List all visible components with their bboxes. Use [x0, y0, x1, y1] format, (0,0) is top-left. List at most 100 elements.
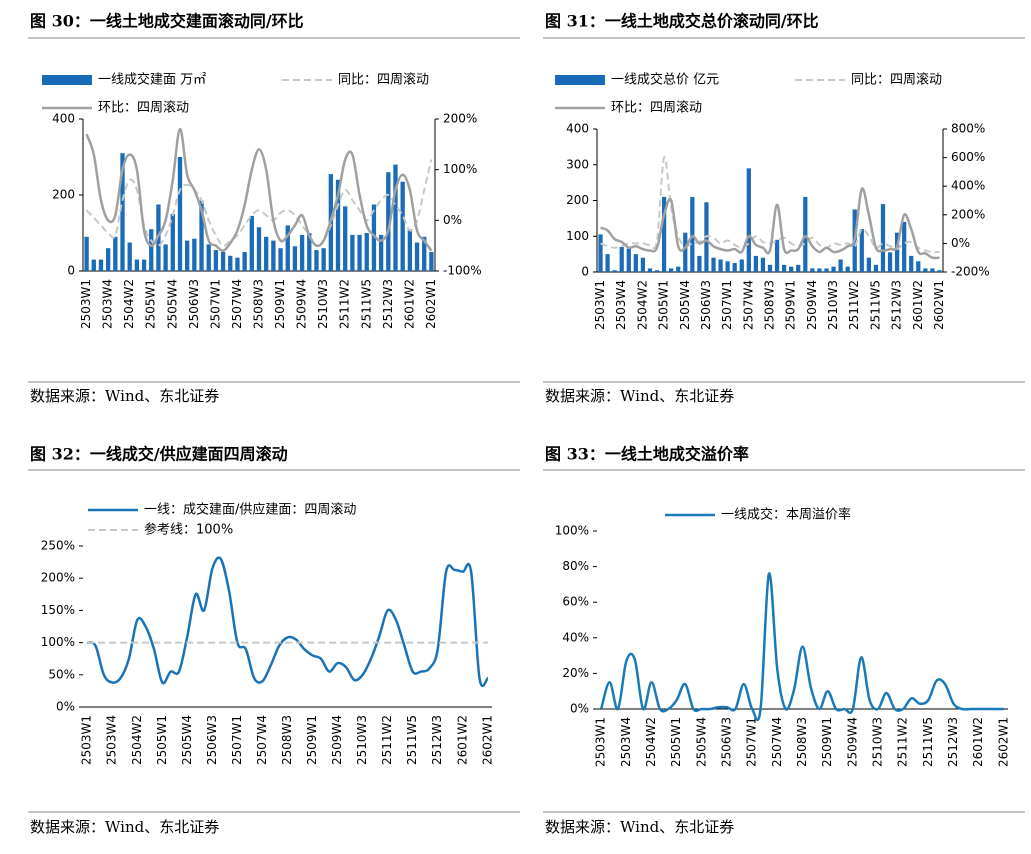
x-tick-label: 2504W2	[635, 280, 649, 330]
x-tick-label: 2509W4	[295, 279, 309, 329]
bar	[256, 227, 262, 271]
bar	[321, 248, 326, 271]
bar	[909, 255, 914, 272]
y-tick-label: 150%	[41, 603, 75, 617]
x-tick-label: 2505W4	[180, 715, 194, 765]
bar	[393, 164, 398, 271]
bar	[285, 225, 290, 271]
y-tick-label: 100%	[41, 635, 75, 649]
bar	[746, 168, 751, 272]
y2-tick-label: 200%	[951, 207, 985, 221]
x-tick-label: 2505W1	[144, 279, 158, 329]
source-note: 数据来源：Wind、东北证券	[30, 818, 219, 836]
x-tick-label: 2505W1	[657, 280, 671, 330]
y2-tick-label: -100%	[443, 264, 482, 278]
y-tick-label: 200%	[41, 571, 75, 585]
bar	[683, 232, 688, 272]
legend-label: 环比：四周滚动	[611, 100, 702, 116]
x-tick-label: 2507W1	[230, 715, 244, 765]
x-tick-label: 2506W3	[187, 279, 201, 329]
bar	[753, 255, 758, 272]
bar	[619, 246, 624, 272]
x-tick-label: 2510W3	[355, 715, 369, 765]
chart-title: 图 31：一线土地成交总价滚动同/环比	[545, 12, 819, 31]
x-tick-label: 2511W5	[868, 280, 882, 330]
bar	[866, 257, 871, 272]
bar	[127, 242, 132, 271]
chart-title: 图 32：一线成交/供应建面四周滚动	[30, 445, 288, 464]
x-tick-label: 2503W4	[614, 280, 628, 330]
legend-swatch	[42, 75, 92, 85]
y-tick-label: 400	[566, 122, 589, 136]
x-tick-label: 2510W3	[826, 280, 840, 330]
bar	[732, 263, 737, 272]
bar	[199, 200, 204, 271]
x-tick-label: 2506W3	[205, 715, 219, 765]
bar	[141, 259, 147, 271]
y-tick-label: 0%	[570, 702, 589, 716]
bar	[739, 259, 744, 272]
bar	[937, 270, 942, 272]
bar	[902, 221, 907, 272]
x-tick-label: 2602W1	[424, 279, 438, 329]
legend-label: 一线：成交建面/供应建面：四周滚动	[144, 502, 356, 518]
series-line	[600, 156, 940, 254]
bar	[292, 246, 298, 271]
x-tick-label: 2511W5	[921, 717, 935, 767]
bar	[633, 254, 638, 272]
x-tick-label: 2504W2	[644, 717, 658, 767]
source-note: 数据来源：Wind、东北证券	[545, 387, 734, 405]
legend-label: 一线成交：本周溢价率	[721, 507, 851, 523]
x-tick-label: 2508W3	[763, 280, 777, 330]
x-tick-label: 2510W3	[870, 717, 884, 767]
bar	[335, 179, 341, 271]
bar	[767, 264, 773, 272]
x-tick-label: 2504W2	[122, 279, 136, 329]
x-tick-label: 2511W2	[380, 715, 394, 765]
chart-title: 图 30：一线土地成交建面滚动同/环比	[30, 12, 304, 31]
y-tick-label: 300	[566, 157, 589, 171]
y-tick-label: 400	[52, 112, 75, 126]
bar	[278, 248, 283, 271]
bar	[725, 261, 730, 272]
bar	[371, 204, 377, 271]
bar	[299, 234, 305, 271]
x-tick-label: 2503W1	[593, 280, 607, 330]
bar	[414, 242, 420, 271]
x-tick-label: 2507W4	[230, 279, 244, 329]
x-tick-label: 2601W2	[455, 715, 469, 765]
bar	[831, 266, 836, 272]
x-tick-label: 2508W3	[795, 717, 809, 767]
bar	[343, 206, 348, 271]
bar	[314, 250, 319, 271]
x-tick-label: 2507W1	[720, 280, 734, 330]
bar	[887, 252, 893, 272]
series-line	[600, 187, 940, 260]
bar	[249, 215, 254, 271]
bar	[271, 240, 276, 271]
x-tick-label: 2511W2	[847, 280, 861, 330]
bar	[350, 234, 355, 271]
x-tick-label: 2506W3	[720, 717, 734, 767]
bar	[91, 259, 96, 271]
y-tick-label: 40%	[562, 630, 589, 644]
bar	[149, 229, 154, 271]
bar	[669, 268, 674, 272]
bar	[718, 259, 723, 272]
y-tick-label: 60%	[562, 595, 589, 609]
bar	[378, 234, 384, 271]
bar	[810, 268, 815, 272]
bar	[782, 264, 787, 272]
bar	[120, 153, 125, 271]
y-tick-label: 20%	[562, 666, 589, 680]
x-tick-label: 2512W3	[946, 717, 960, 767]
series-line	[599, 572, 1004, 722]
x-tick-label: 2503W1	[79, 279, 93, 329]
x-tick-label: 2509W4	[330, 715, 344, 765]
bar	[206, 244, 211, 271]
x-tick-label: 2601W2	[911, 280, 925, 330]
bar	[640, 257, 646, 272]
legend-label: 参考线：100%	[144, 522, 233, 538]
bar	[690, 196, 695, 272]
bar	[661, 196, 667, 272]
